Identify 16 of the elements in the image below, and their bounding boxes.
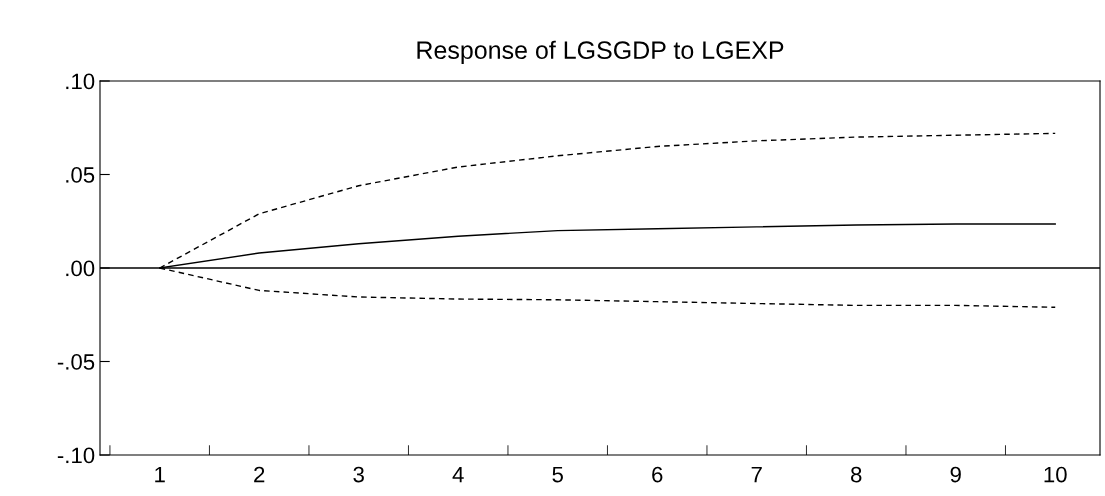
x-tick-label: 10 xyxy=(1044,466,1067,483)
x-tick-label: 2 xyxy=(254,466,265,483)
y-tick-label: .05 xyxy=(66,167,95,183)
x-tick-label: 3 xyxy=(353,466,364,483)
x-tick-label: 8 xyxy=(851,466,862,483)
chart-title: Response of LGSGDP to LGEXP xyxy=(417,40,784,64)
x-tick-label: 1 xyxy=(155,466,165,483)
x-tick-label: 5 xyxy=(552,466,563,483)
x-tick-label: 6 xyxy=(652,466,663,483)
y-tick-label: -.05 xyxy=(57,354,95,370)
y-tick-label: .10 xyxy=(66,73,95,90)
x-tick-label: 4 xyxy=(452,466,464,483)
y-tick-label: .00 xyxy=(66,260,95,277)
x-tick-label: 7 xyxy=(751,466,762,483)
x-tick-label: 9 xyxy=(950,466,961,483)
y-tick-label: -.10 xyxy=(57,447,95,464)
